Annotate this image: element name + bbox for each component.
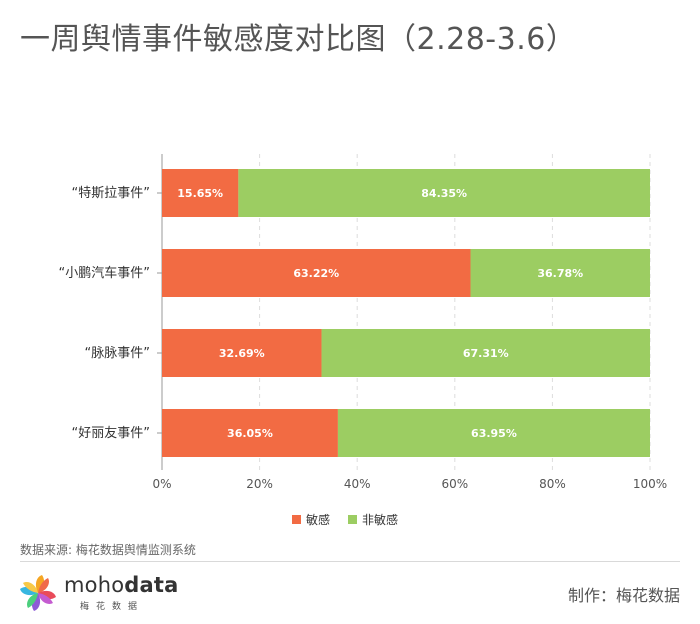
bar-segment: [162, 169, 239, 217]
x-tick-label: 100%: [633, 477, 667, 491]
x-tick-label: 20%: [246, 477, 273, 491]
bar-segment: [321, 329, 650, 377]
bar-segment: [162, 409, 338, 457]
chart-title: 一周舆情事件敏感度对比图（2.28-3.6）: [20, 22, 577, 57]
x-tick-label: 80%: [539, 477, 566, 491]
data-label: 32.69%: [219, 347, 265, 360]
data-label: 36.05%: [227, 427, 273, 440]
category-label: “好丽友事件”: [72, 425, 150, 441]
data-label: 15.65%: [177, 187, 223, 200]
category-label: “特斯拉事件”: [72, 186, 150, 201]
bar-segment: [162, 249, 471, 297]
stacked-bar-chart: 0% 20% 40% 60% 80% 100% “特斯拉事件” 15.65% 84.35% “小鹏…: [59, 154, 667, 527]
legend-label: 敏感: [306, 512, 330, 527]
bar-segment: [162, 329, 322, 377]
data-source: 数据来源: 梅花数据舆情监测系统: [20, 543, 196, 557]
legend-label: 非敏感: [362, 512, 398, 527]
data-label: 63.22%: [293, 267, 339, 280]
mohodata-logo: mohodata 梅花数据: [18, 571, 178, 615]
bar-segment: [470, 249, 650, 297]
x-tick-label: 0%: [152, 477, 171, 491]
divider: [20, 561, 680, 562]
maker-credit: 制作：梅花数据: [567, 586, 680, 605]
data-label: 63.95%: [471, 427, 517, 440]
logo-wordmark: mohodata: [64, 573, 179, 597]
flower-logo-icon: [20, 575, 56, 611]
logo-subtitle: 梅花数据: [80, 602, 145, 612]
x-tick-label: 60%: [441, 477, 468, 491]
category-label: “脉脉事件”: [85, 346, 150, 361]
x-tick-label: 40%: [344, 477, 371, 491]
category-label: “小鹏汽车事件”: [59, 265, 150, 281]
bar-segment: [238, 169, 650, 217]
bar-segment: [337, 409, 650, 457]
legend-swatch: [292, 515, 301, 524]
data-label: 36.78%: [537, 267, 583, 280]
legend-swatch: [348, 515, 357, 524]
data-label: 67.31%: [463, 347, 509, 360]
data-label: 84.35%: [421, 187, 467, 200]
